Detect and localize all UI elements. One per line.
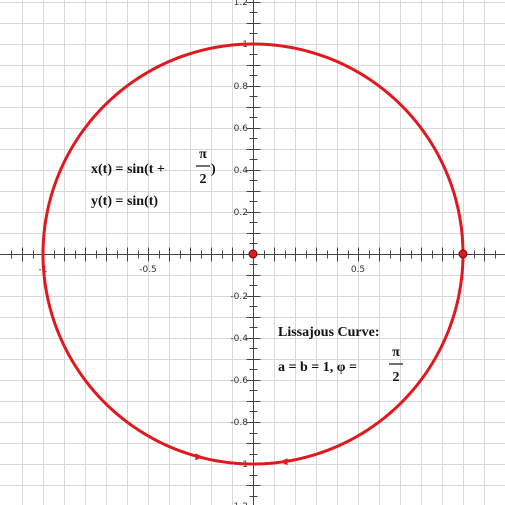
- direction-arrow: [195, 453, 204, 461]
- equation-x-suffix: ): [211, 162, 216, 177]
- lissajous-curve-line: [41, 42, 465, 466]
- curve-params-fraction-denominator: 2: [393, 370, 400, 385]
- data-point: [248, 249, 258, 259]
- y-tick-label: 1.2: [234, 0, 248, 8]
- equation-annotation: x(t) = sin(t + π 2 ) y(t) = sin(t): [91, 147, 216, 209]
- x-tick-label: 0.5: [351, 265, 365, 275]
- series-layer: [41, 42, 465, 466]
- y-tick-label: -0.6: [230, 376, 248, 386]
- points-layer: [248, 249, 468, 259]
- curve-params-fraction-numerator: π: [392, 345, 400, 360]
- y-tick-label: -1.2: [230, 502, 248, 505]
- equation-x-prefix: x(t) = sin(t +: [91, 162, 165, 177]
- direction-arrow: [279, 458, 288, 466]
- curve-title: Lissajous Curve:: [278, 325, 380, 340]
- direction-arrows: [195, 453, 288, 466]
- y-tick-label: -0.2: [230, 292, 248, 302]
- y-tick-label: 0.4: [234, 166, 249, 176]
- equation-x-fraction-numerator: π: [199, 147, 207, 162]
- curve-parameters-annotation: Lissajous Curve: a = b = 1, φ = π 2: [278, 325, 403, 385]
- y-tick-label: 0.6: [234, 124, 249, 134]
- data-point: [458, 249, 468, 259]
- curve-params-prefix: a = b = 1, φ =: [278, 360, 357, 375]
- y-tick-label: -0.8: [230, 418, 248, 428]
- equation-x-fraction-denominator: 2: [200, 172, 207, 187]
- equation-y: y(t) = sin(t): [91, 194, 158, 209]
- y-tick-label: 0.2: [234, 208, 248, 218]
- y-tick-label: 0.8: [234, 82, 249, 92]
- x-tick-label: -0.5: [139, 265, 157, 275]
- y-tick-label: -0.4: [230, 334, 248, 344]
